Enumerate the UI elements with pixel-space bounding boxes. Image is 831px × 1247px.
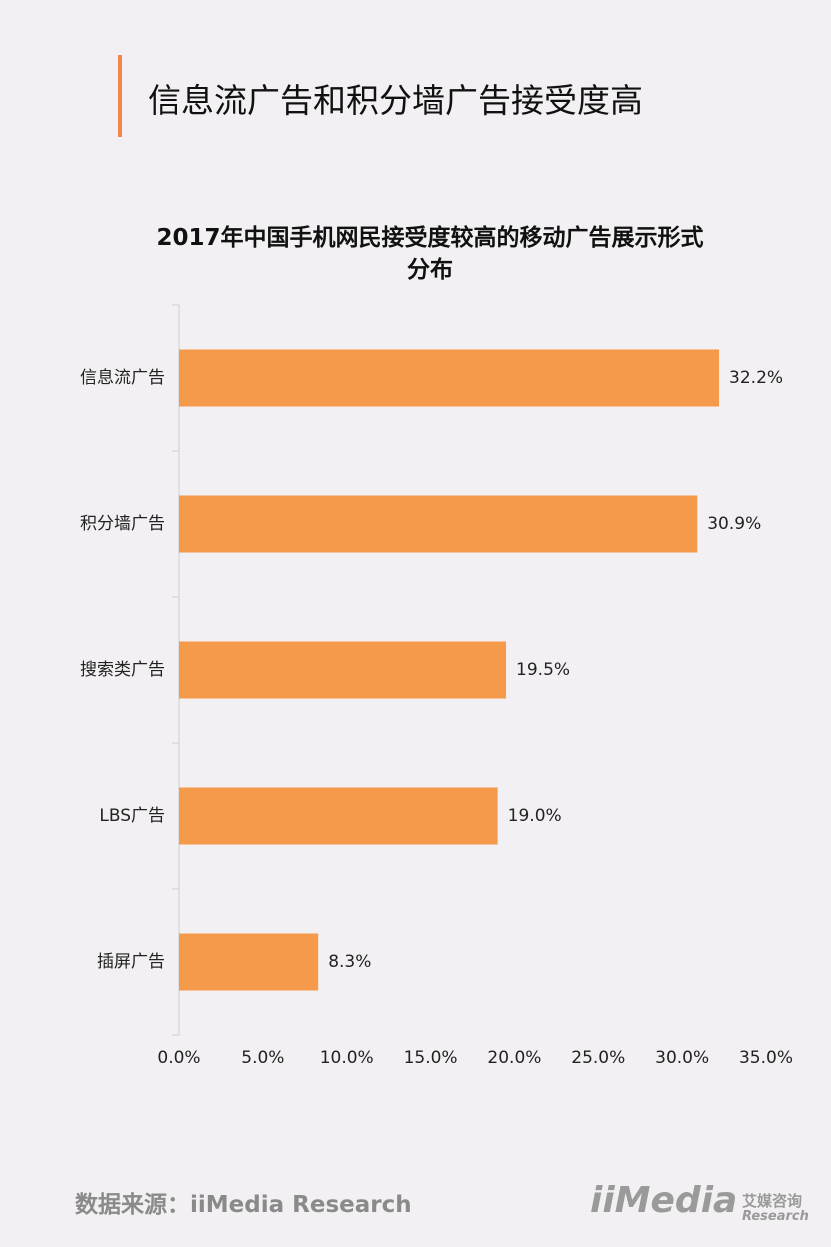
value-label: 19.5% — [516, 660, 570, 680]
bar — [179, 495, 698, 553]
y-tick-label: 信息流广告 — [80, 368, 165, 388]
value-label: 32.2% — [729, 368, 783, 388]
x-tick-label: 20.0% — [487, 1048, 541, 1068]
y-tick-label: 积分墙广告 — [80, 514, 165, 534]
value-label: 8.3% — [328, 952, 371, 972]
y-tick-label: 搜索类广告 — [80, 660, 165, 680]
x-tick-label: 0.0% — [157, 1048, 200, 1068]
bar — [179, 349, 720, 407]
y-tick-label: LBS广告 — [99, 806, 165, 826]
x-tick-label: 30.0% — [655, 1048, 709, 1068]
header-title: 信息流广告和积分墙广告接受度高 — [148, 81, 643, 120]
value-label: 19.0% — [508, 806, 562, 826]
value-label: 30.9% — [707, 514, 761, 534]
chart-title: 2017年中国手机网民接受度较高的移动广告展示形式分布 — [156, 225, 704, 283]
source: 数据来源：iiMedia Research — [75, 1192, 412, 1218]
x-tick-label: 10.0% — [320, 1048, 374, 1068]
x-tick-label: 15.0% — [404, 1048, 458, 1068]
bar — [179, 641, 507, 699]
x-tick-label: 35.0% — [739, 1048, 793, 1068]
bar — [179, 933, 319, 991]
logo-cn: 艾媒咨询 — [742, 1192, 803, 1210]
x-tick-label: 5.0% — [241, 1048, 284, 1068]
accent-bar — [118, 55, 122, 137]
logo: iiMedia — [590, 1180, 738, 1221]
x-tick-label: 25.0% — [571, 1048, 625, 1068]
logo-en: Research — [742, 1209, 809, 1224]
bar — [179, 787, 498, 845]
y-tick-label: 插屏广告 — [97, 952, 165, 972]
